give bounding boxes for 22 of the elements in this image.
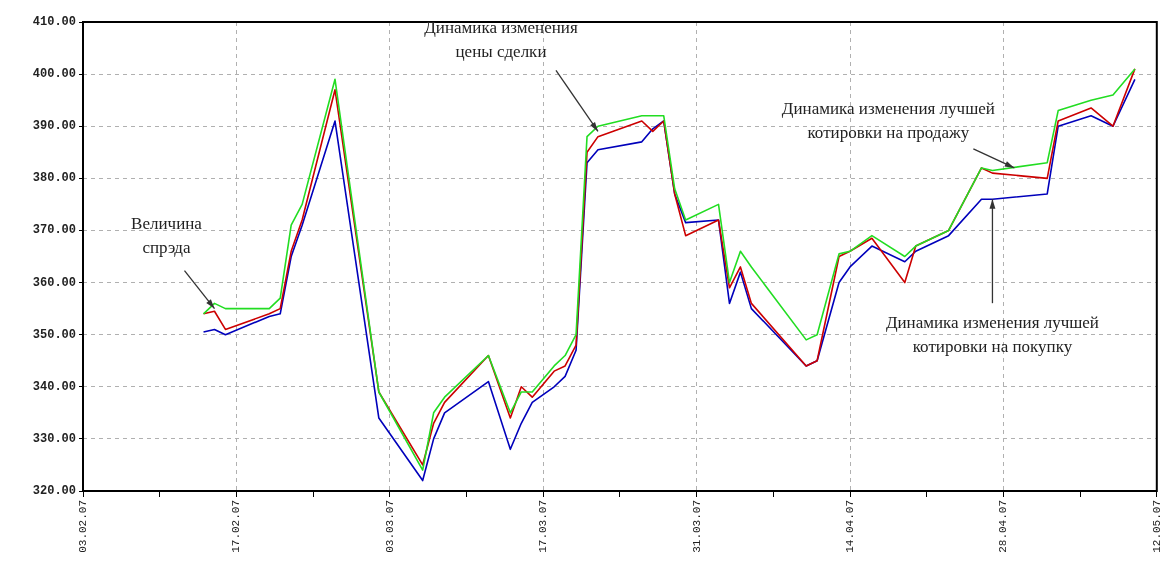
annotation: Динамика изменения лучшей котировки на продажу — [781, 99, 995, 143]
y-tick-label: 400.00 — [32, 67, 76, 82]
x-tick-label: 28.04.07 — [997, 500, 1010, 553]
annotation: Величина спрэда — [131, 214, 203, 258]
x-tick-label: 31.03.07 — [690, 500, 703, 553]
x-tick-label: 12.05.07 — [1150, 500, 1163, 553]
y-tick-label: 340.00 — [32, 379, 76, 394]
y-tick-label: 370.00 — [32, 223, 76, 238]
y-tick-label: 350.00 — [32, 327, 76, 342]
x-tick-label: 14.04.07 — [843, 500, 856, 553]
y-tick-label: 390.00 — [32, 119, 76, 134]
y-tick-label: 360.00 — [32, 275, 76, 290]
annotation: Динамика изменения лучшей котировки на покупку — [885, 312, 1099, 356]
annotation: Динамика изменения цены сделки — [424, 17, 578, 61]
x-tick-label: 17.03.07 — [537, 500, 550, 553]
x-tick-label: 17.02.07 — [230, 500, 243, 553]
x-tick-label: 03.03.07 — [383, 500, 396, 553]
y-tick-label: 320.00 — [32, 484, 76, 499]
y-tick-label: 410.00 — [32, 15, 76, 30]
y-tick-label: 330.00 — [32, 431, 76, 446]
y-tick-label: 380.00 — [32, 171, 76, 186]
x-tick-label: 03.02.07 — [76, 500, 89, 553]
